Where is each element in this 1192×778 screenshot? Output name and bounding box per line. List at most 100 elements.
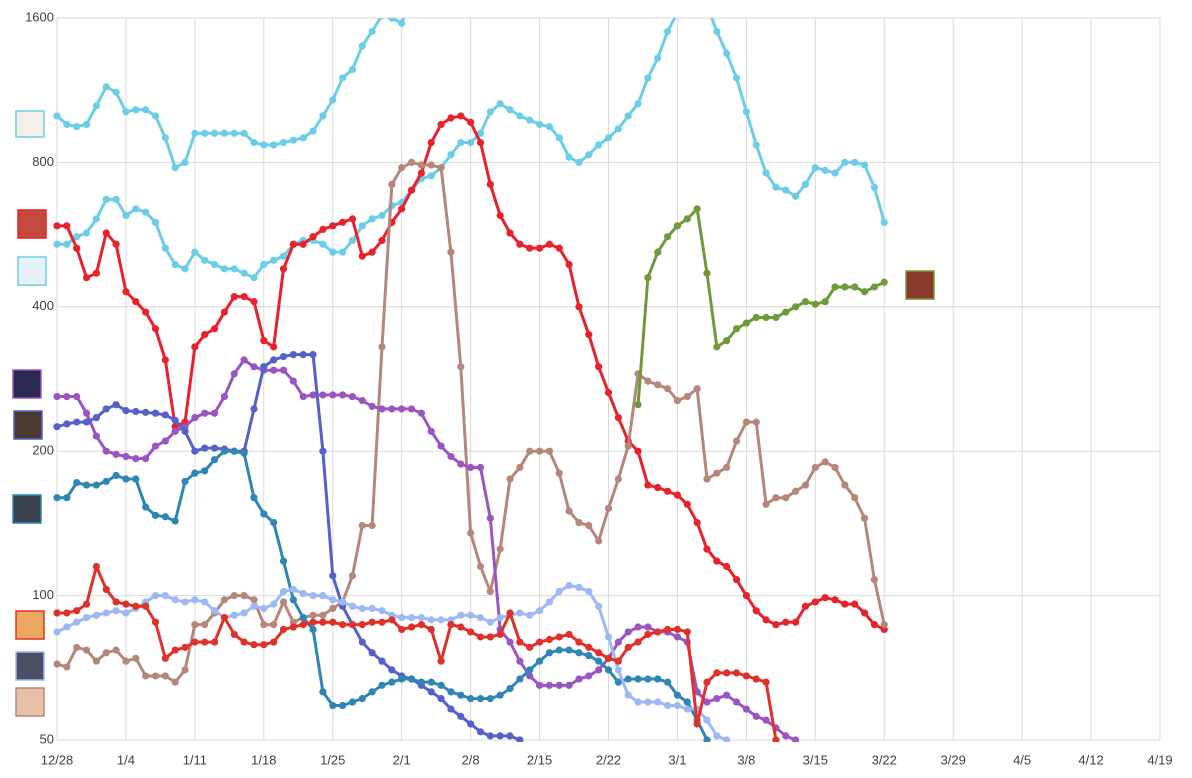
data-point — [752, 675, 760, 683]
data-point — [506, 475, 514, 483]
data-point — [73, 418, 81, 426]
data-point — [53, 609, 61, 617]
data-point — [181, 477, 189, 486]
data-point — [516, 112, 524, 120]
data-point — [73, 643, 81, 651]
data-point — [82, 481, 91, 489]
data-point — [476, 129, 485, 137]
data-point — [476, 138, 485, 147]
data-point — [437, 120, 445, 129]
data-point — [388, 18, 396, 22]
data-point — [427, 161, 435, 169]
data-point — [73, 244, 81, 252]
data-point — [723, 463, 731, 472]
data-point — [565, 581, 573, 590]
data-point — [161, 592, 169, 600]
data-point — [447, 248, 455, 256]
data-point — [880, 278, 888, 286]
data-point — [171, 427, 179, 435]
data-point — [112, 401, 120, 409]
data-point — [230, 370, 238, 378]
data-point — [713, 343, 721, 351]
data-point — [250, 363, 258, 371]
y-tick-label: 200 — [32, 443, 54, 458]
data-point — [210, 607, 219, 615]
data-point — [772, 736, 780, 742]
data-point — [73, 618, 81, 626]
data-point — [723, 691, 731, 699]
data-point — [82, 646, 91, 654]
data-point — [870, 575, 879, 584]
data-point — [535, 120, 544, 129]
data-point — [63, 120, 71, 129]
data-point — [112, 240, 120, 248]
data-point — [407, 405, 416, 413]
data-point — [614, 125, 622, 133]
data-point — [220, 392, 229, 401]
data-point — [161, 411, 169, 419]
data-point — [427, 678, 435, 686]
data-point — [792, 303, 800, 311]
data-point — [279, 366, 288, 374]
data-point — [457, 623, 465, 631]
data-point — [181, 265, 189, 273]
data-point — [250, 298, 258, 306]
icon — [13, 410, 43, 440]
data-point — [467, 611, 475, 619]
x-tick-label: 2/15 — [527, 752, 552, 767]
data-point — [210, 409, 219, 417]
data-point — [122, 609, 130, 617]
data-point — [171, 416, 179, 424]
data-point — [496, 732, 504, 740]
data-point — [545, 649, 554, 657]
data-point — [270, 141, 278, 149]
data-point — [309, 592, 317, 600]
data-point — [644, 675, 652, 683]
data-point — [191, 447, 199, 455]
data-point — [427, 172, 435, 180]
data-point — [506, 638, 514, 646]
data-point — [427, 138, 435, 147]
data-point — [575, 303, 583, 311]
data-point — [230, 611, 238, 619]
data-point — [122, 108, 130, 116]
data-point — [467, 463, 475, 472]
data-point — [279, 598, 288, 606]
data-point — [486, 108, 494, 116]
data-point — [732, 325, 741, 333]
data-point — [230, 447, 238, 455]
data-point — [398, 613, 406, 622]
data-point — [683, 215, 691, 223]
data-point — [260, 621, 268, 629]
data-point — [545, 122, 554, 131]
data-point — [417, 613, 425, 622]
data-point — [870, 283, 879, 291]
data-point — [535, 657, 544, 665]
data-point — [210, 456, 219, 464]
data-point — [132, 654, 140, 662]
data-point — [634, 675, 642, 683]
series-icons — [12, 110, 935, 717]
data-point — [624, 691, 632, 699]
data-point — [309, 233, 317, 241]
data-point — [63, 663, 71, 671]
data-point — [860, 514, 869, 522]
data-point — [516, 463, 524, 472]
data-point — [299, 613, 307, 622]
data-point — [703, 678, 711, 686]
data-point — [142, 106, 150, 114]
data-point — [585, 331, 593, 339]
data-point — [63, 420, 71, 428]
data-point — [447, 705, 455, 713]
data-point — [447, 452, 455, 461]
data-point — [151, 592, 160, 600]
x-tick-label: 3/1 — [668, 752, 686, 767]
x-tick-label: 3/8 — [737, 752, 755, 767]
data-point — [319, 592, 327, 600]
data-point — [122, 288, 130, 296]
data-point — [467, 694, 475, 703]
data-point — [171, 164, 179, 172]
data-point — [476, 694, 485, 703]
data-point — [220, 613, 229, 622]
data-point — [171, 646, 179, 654]
